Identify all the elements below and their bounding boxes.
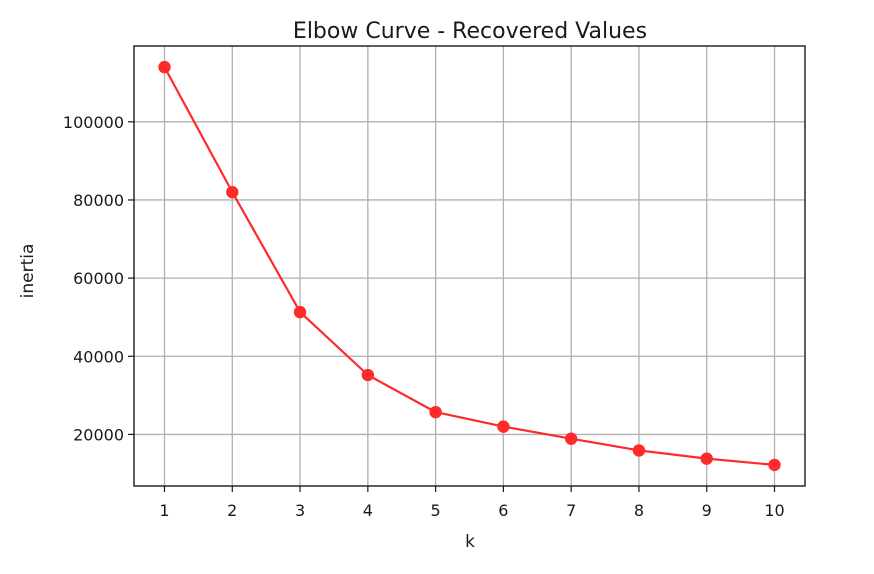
x-tick-label: 1 [159,501,169,520]
data-point [293,305,307,319]
chart-title: Elbow Curve - Recovered Values [293,19,647,44]
data-point [632,444,646,457]
x-tick-label: 10 [764,501,784,520]
y-tick-label: 20000 [73,425,124,444]
plot-area-frame [133,45,806,487]
series [158,60,781,472]
x-tick-label: 4 [363,501,373,520]
data-point [497,420,510,433]
x-tick-label: 2 [227,501,237,520]
y-axis-label: inertia [18,244,38,299]
data-point [429,405,442,419]
y-tick-label: 100000 [63,113,124,132]
x-tick-label: 7 [566,501,576,520]
y-tick-label: 40000 [73,347,124,366]
x-tick-label: 3 [295,501,305,520]
x-axis-label: k [465,532,475,552]
y-tick-label: 80000 [73,191,124,210]
data-point [361,368,375,382]
y-axis-ticks: 20000 40000 60000 80000 100000 [63,113,134,444]
data-point [768,458,781,472]
x-tick-label: 9 [702,501,712,520]
grid [134,46,805,486]
data-point [158,60,171,74]
y-tick-label: 60000 [73,269,124,288]
data-point [226,185,239,199]
data-point [564,432,578,445]
x-tick-label: 8 [634,501,644,520]
x-axis-ticks: 1 2 3 4 5 6 7 8 9 10 [159,486,785,520]
series-line [163,66,775,466]
x-tick-label: 5 [431,501,441,520]
x-tick-label: 6 [498,501,508,520]
data-point [700,452,713,465]
